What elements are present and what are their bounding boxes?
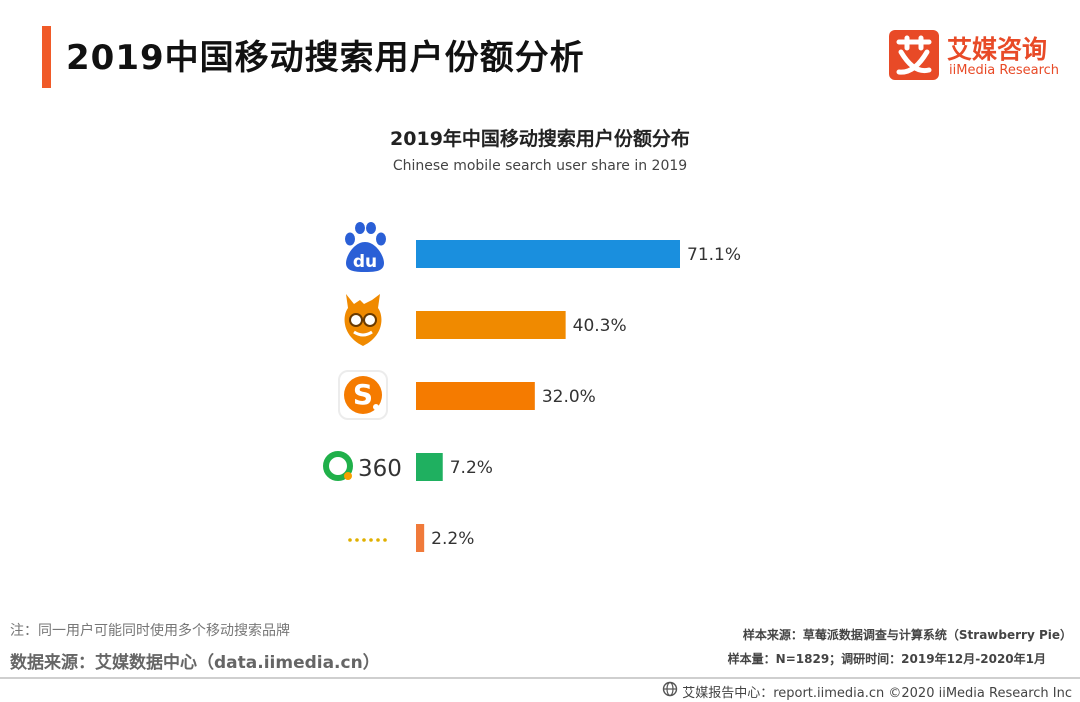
bar-sogou-logo bbox=[416, 382, 535, 410]
brand-name-cn: 艾媒咨询 bbox=[947, 35, 1048, 64]
bar-other-logo bbox=[416, 524, 425, 552]
value-label-other-logo: 2.2% bbox=[431, 529, 474, 549]
footer-text: 艾媒报告中心：report.iimedia.cn ©2020 iiMedia R… bbox=[682, 685, 1072, 701]
chart-note: 注：同一用户可能同时使用多个移动搜索品牌 bbox=[10, 623, 290, 639]
globe-icon bbox=[662, 681, 678, 701]
svg-text:S: S bbox=[353, 378, 373, 411]
value-label-360-logo: 7.2% bbox=[450, 458, 493, 478]
title-accent-bar bbox=[42, 26, 51, 88]
360-logo-icon: 360 bbox=[322, 449, 408, 483]
brand-mark-icon bbox=[889, 30, 939, 80]
brand-name-en: iiMedia Research bbox=[949, 63, 1060, 78]
sample-source: 样本来源：草莓派数据调查与计算系统（Strawberry Pie） bbox=[742, 628, 1072, 642]
bar-baidu-logo bbox=[416, 240, 680, 268]
svg-text:du: du bbox=[353, 252, 377, 272]
chart-subtitle: Chinese mobile search user share in 2019 bbox=[392, 158, 688, 174]
data-source: 数据来源：艾媒数据中心（data.iimedia.cn） bbox=[10, 653, 380, 673]
value-label-baidu-logo: 71.1% bbox=[687, 245, 741, 265]
bar-360-logo bbox=[416, 453, 443, 481]
bar-uc-logo bbox=[416, 311, 566, 339]
baidu-logo-icon: du bbox=[340, 222, 390, 274]
footer: 艾媒报告中心：report.iimedia.cn ©2020 iiMedia R… bbox=[662, 681, 1072, 701]
value-label-sogou-logo: 32.0% bbox=[542, 387, 596, 407]
chart-title: 2019年中国移动搜索用户份额分布 bbox=[390, 128, 690, 150]
footer-divider bbox=[0, 677, 1080, 679]
value-label-uc-logo: 40.3% bbox=[573, 316, 627, 336]
other-logo-icon bbox=[346, 530, 392, 542]
bar-chart: 71.1% 40.3% 32.0% 7.2% 2.2% bbox=[416, 240, 741, 552]
brand-logo: 艾媒咨询 iiMedia Research bbox=[889, 30, 1069, 82]
sogou-logo-icon: S bbox=[338, 370, 388, 420]
page-title: 2019中国移动搜索用户份额分析 bbox=[66, 38, 585, 78]
360-logo-text: 360 bbox=[358, 456, 402, 482]
uc-logo-icon bbox=[340, 290, 386, 348]
sample-size: 样本量：N=1829；调研时间：2019年12月-2020年1月 bbox=[727, 652, 1046, 666]
